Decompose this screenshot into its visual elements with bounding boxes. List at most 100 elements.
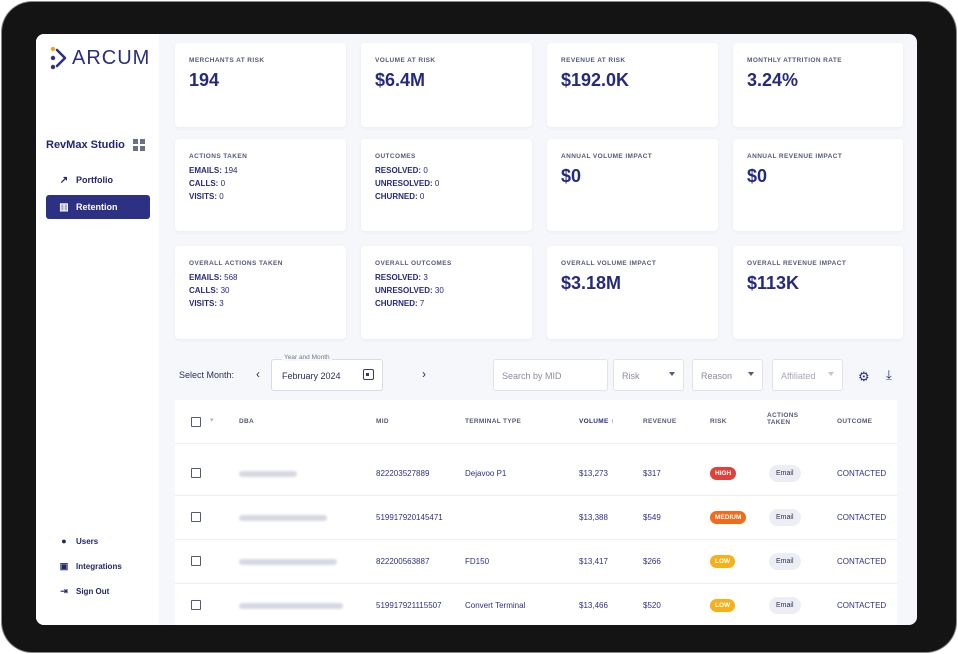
action-chip[interactable]: Email [769, 465, 801, 482]
settings-gear-icon[interactable]: ⚙ [858, 369, 870, 384]
next-month-chevron-icon[interactable]: › [422, 367, 426, 381]
reason-select[interactable]: Reason [692, 359, 763, 391]
kpi-label: OVERALL VOLUME IMPACT [561, 260, 657, 267]
col-dba[interactable]: DBA [239, 418, 254, 425]
sign-out-icon: ⇥ [60, 586, 68, 596]
kpi-label: MERCHANTS AT RISK [189, 57, 265, 64]
download-icon[interactable]: ⤓ [886, 367, 892, 382]
cell-volume: $13,273 [579, 469, 608, 478]
kpi-card-merchants-at-risk: MERCHANTS AT RISK 194 [175, 43, 346, 127]
row-checkbox[interactable] [191, 468, 201, 478]
cell-revenue: $266 [643, 557, 661, 566]
affiliated-select[interactable]: Affiliated [772, 359, 843, 391]
kpi-label: OVERALL ACTIONS TAKEN [189, 260, 283, 267]
cell-outcome: CONTACTED [837, 513, 887, 522]
kpi-value: 3.24% [747, 70, 799, 90]
nav-item-sign-out[interactable]: ⇥ Sign Out [46, 586, 109, 597]
kpi-card-volume-at-risk: VOLUME AT RISK $6.4M [361, 43, 532, 127]
col-revenue[interactable]: REVENUE [643, 418, 677, 425]
select-all-checkbox[interactable] [191, 417, 201, 427]
nav-item-integrations[interactable]: ▣ Integrations [46, 561, 122, 572]
visits-value: 3 [219, 299, 224, 308]
search-mid-input[interactable]: Search by MID [493, 359, 608, 391]
col-actions-line2: TAKEN [767, 419, 791, 426]
arcum-logo-icon [50, 46, 67, 70]
action-chip[interactable]: Email [769, 553, 801, 570]
risk-badge: LOW [710, 599, 736, 612]
churned-key: CHURNED: [375, 192, 418, 201]
studio-switcher[interactable]: RevMax Studio [46, 139, 145, 151]
col-volume-sorted[interactable]: VOLUME ↑ [579, 418, 615, 425]
row-checkbox[interactable] [191, 556, 201, 566]
cell-terminal: Dejavoo P1 [465, 469, 507, 478]
emails-value: 568 [224, 273, 238, 282]
search-placeholder: Search by MID [502, 371, 562, 381]
calendar-icon[interactable] [363, 369, 374, 380]
user-icon: ● [61, 536, 67, 546]
cell-volume: $13,417 [579, 557, 608, 566]
studio-name: RevMax Studio [46, 139, 125, 151]
kpi-label: REVENUE AT RISK [561, 57, 626, 64]
unresolved-key: UNRESOLVED: [375, 286, 433, 295]
risk-select[interactable]: Risk [613, 359, 684, 391]
kpi-value: $3.18M [561, 273, 622, 293]
col-risk[interactable]: RISK [710, 418, 727, 425]
visits-value: 0 [219, 192, 224, 201]
merchants-table: ▾ DBA MID TERMINAL TYPE VOLUME ↑ REVENUE… [175, 400, 897, 625]
cell-mid[interactable]: 822200563887 [376, 557, 430, 566]
nav-item-retention[interactable]: ▥ Retention [46, 195, 150, 219]
cell-mid[interactable]: 519917921115507 [376, 601, 442, 610]
month-value: February 2024 [282, 371, 341, 381]
col-outcome[interactable]: OUTCOME [837, 418, 873, 425]
calls-key: CALLS: [189, 179, 219, 188]
row-checkbox[interactable] [191, 512, 201, 522]
kpi-card-attrition-rate: MONTHLY ATTRITION RATE 3.24% [733, 43, 903, 127]
unresolved-value: 30 [434, 286, 444, 295]
trend-icon: ↗ [59, 174, 69, 186]
dba-redacted [239, 471, 297, 477]
churned-value: 0 [419, 192, 425, 201]
kpi-value: 194 [189, 70, 220, 90]
caret-down-icon [828, 372, 834, 376]
col-mid[interactable]: MID [376, 418, 389, 425]
table-row[interactable]: 822203527889 Dejavoo P1 $13,273 $317 HIG… [175, 452, 897, 496]
cell-mid[interactable]: 822203527889 [376, 469, 430, 478]
table-row[interactable]: 822200563887 FD150 $13,417 $266 LOW Emai… [175, 540, 897, 584]
filter-bar: Select Month: ‹ Year and Month February … [159, 352, 917, 398]
emails-key: EMAILS: [189, 166, 222, 175]
kpi-card-overall-actions: OVERALL ACTIONS TAKEN EMAILS: 568 CALLS:… [175, 246, 346, 339]
brand-logo[interactable]: ARCUM [50, 46, 150, 70]
month-picker[interactable]: Year and Month February 2024 [271, 354, 383, 391]
reason-select-value: Reason [701, 371, 733, 381]
kpi-card-overall-volume-impact: OVERALL VOLUME IMPACT $3.18M [547, 246, 718, 339]
kpi-card-overall-revenue-impact: OVERALL REVENUE IMPACT $113K [733, 246, 903, 339]
kpi-label: ACTIONS TAKEN [189, 153, 248, 160]
row-checkbox[interactable] [191, 600, 201, 610]
calls-key: CALLS: [189, 286, 219, 295]
nav-label: Retention [76, 202, 118, 212]
table-row[interactable]: 519917920145471 $13,388 $549 MEDIUM Emai… [175, 496, 897, 540]
nav-item-portfolio[interactable]: ↗ Portfolio [46, 168, 150, 192]
unresolved-value: 0 [434, 179, 440, 188]
cell-mid[interactable]: 519917920145471 [376, 513, 443, 522]
dba-redacted [239, 603, 343, 609]
integrations-icon: ▣ [59, 561, 69, 571]
kpi-label: OVERALL REVENUE IMPACT [747, 260, 847, 267]
select-all-dropdown-icon[interactable]: ▾ [210, 417, 214, 424]
dashboard-grid-icon[interactable] [132, 139, 145, 151]
col-terminal-type[interactable]: TERMINAL TYPE [465, 418, 522, 425]
visits-key: VISITS: [189, 299, 218, 308]
action-chip[interactable]: Email [769, 509, 801, 526]
table-row[interactable]: 519917921115507 Convert Terminal $13,466… [175, 584, 897, 625]
churned-value: 7 [419, 299, 425, 308]
risk-badge: LOW [710, 555, 736, 568]
kpi-card-outcomes: OUTCOMES RESOLVED: 0 UNRESOLVED: 0 CHURN… [361, 139, 532, 231]
col-actions-taken[interactable]: ACTIONS TAKEN [767, 412, 798, 426]
dba-redacted [239, 559, 337, 565]
cell-terminal: Convert Terminal [465, 601, 526, 610]
nav-item-users[interactable]: ● Users [46, 536, 98, 546]
prev-month-chevron-icon[interactable]: ‹ [256, 367, 260, 381]
action-chip[interactable]: Email [769, 597, 801, 614]
cell-outcome: CONTACTED [837, 557, 887, 566]
